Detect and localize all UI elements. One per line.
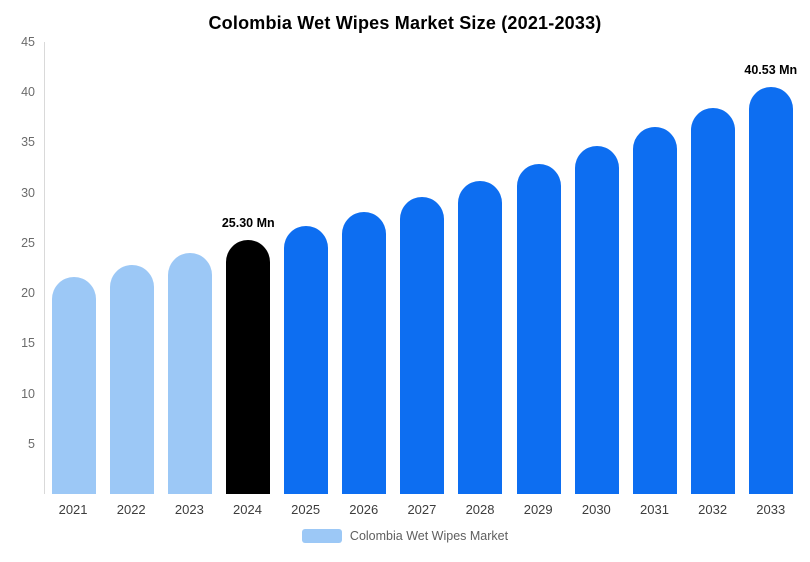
x-axis-label: 2027 (407, 502, 437, 517)
bar-column: 25.30 Mn (222, 42, 275, 494)
x-axis-label: 2021 (58, 502, 88, 517)
x-axis-label: 2032 (698, 502, 728, 517)
bar-value-label: 40.53 Mn (744, 62, 798, 77)
x-axis-label: 2033 (756, 502, 786, 517)
x-axis-label: 2031 (640, 502, 669, 517)
legend-label: Colombia Wet Wipes Market (349, 529, 509, 543)
bar-column (690, 42, 735, 494)
plot-area: 5 10 15 20 25 30 35 40 45 25.30 Mn 40.53 Mn (21, 35, 800, 494)
bar-column (342, 42, 387, 494)
x-axis-label: 2025 (291, 502, 321, 517)
bar-column (516, 42, 561, 494)
bar-2023[interactable] (168, 252, 213, 494)
x-axis-label: 2026 (349, 502, 379, 517)
y-axis-tick-label: 25 (21, 235, 35, 250)
bar-column (574, 42, 619, 494)
bar-2028[interactable] (458, 180, 503, 494)
bar-2026[interactable] (342, 211, 387, 494)
bar-column (400, 42, 445, 494)
bar-column (632, 42, 677, 494)
bar-2025[interactable] (284, 226, 329, 494)
chart-title: Colombia Wet Wipes Market Size (2021-203… (208, 13, 602, 33)
x-axis-label: 2028 (465, 502, 495, 517)
y-axis-tick-label: 45 (21, 35, 35, 49)
bar-column (52, 42, 97, 494)
bar-2022[interactable] (110, 265, 155, 494)
y-axis-tick-label: 5 (28, 436, 35, 451)
y-axis-tick-label: 15 (21, 336, 35, 351)
bar-2032[interactable] (690, 107, 735, 494)
legend-item[interactable]: Colombia Wet Wipes Market (0, 529, 810, 543)
y-axis-tick-label: 40 (21, 85, 35, 100)
bar-2030[interactable] (574, 146, 619, 494)
x-axis-label: 2030 (581, 502, 611, 517)
bar-value-label: 25.30 Mn (221, 215, 275, 230)
x-axis-label: 2029 (523, 502, 553, 517)
bar-2027[interactable] (400, 196, 445, 494)
bar-column (284, 42, 329, 494)
bar-2029[interactable] (516, 163, 561, 494)
legend-swatch-icon (301, 529, 342, 543)
bar-2021[interactable] (52, 276, 97, 494)
y-axis-tick-label: 10 (21, 386, 35, 401)
x-axis-label: 2022 (116, 502, 146, 517)
y-axis-tick-label: 30 (21, 185, 35, 200)
y-axis-tick-label: 20 (21, 286, 35, 301)
x-axis-label: 2023 (174, 502, 204, 517)
bar-2033[interactable]: 40.53 Mn (744, 63, 797, 494)
y-axis-tick-label: 35 (21, 135, 35, 150)
bar-column (168, 42, 213, 494)
chart-container: 5 10 15 20 25 30 35 40 45 25.30 Mn 40.53 Mn 2021 2… (21, 35, 800, 517)
bar-column: 40.53 Mn (744, 42, 797, 494)
x-axis: 2021 2022 2023 2024 2025 2026 2027 2028 2029 2030… (44, 502, 800, 517)
bar-column (458, 42, 503, 494)
bar-2031[interactable] (632, 127, 677, 494)
x-axis-label: 2024 (233, 502, 262, 517)
bars: 25.30 Mn 40.53 Mn (45, 42, 800, 494)
bar-2024[interactable]: 25.30 Mn (222, 216, 275, 494)
bar-column (110, 42, 155, 494)
